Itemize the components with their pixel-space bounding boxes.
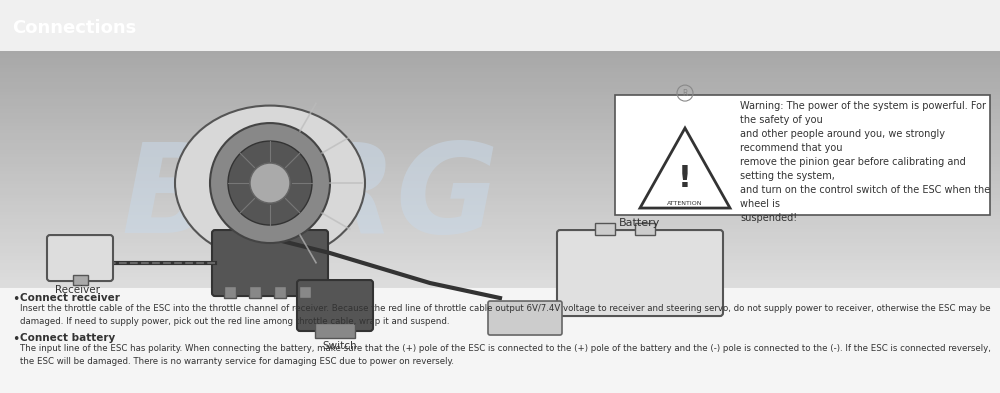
- Text: R: R: [682, 88, 688, 97]
- Bar: [615, 95, 990, 215]
- Text: BYRG: BYRG: [121, 138, 499, 259]
- Text: !: !: [678, 163, 692, 193]
- Circle shape: [250, 163, 290, 203]
- Bar: [274, 286, 286, 298]
- Text: Insert the throttle cable of the ESC into the throttle channel of receiver. Beca: Insert the throttle cable of the ESC int…: [20, 304, 991, 325]
- Text: •: •: [12, 333, 19, 346]
- Polygon shape: [640, 128, 730, 208]
- Circle shape: [210, 123, 330, 243]
- FancyBboxPatch shape: [47, 235, 113, 281]
- Text: Connections: Connections: [12, 19, 136, 37]
- FancyBboxPatch shape: [212, 230, 328, 296]
- Bar: [0, 288, 1000, 393]
- Text: The input line of the ESC has polarity. When connecting the battery, make sure t: The input line of the ESC has polarity. …: [20, 344, 991, 365]
- Text: Switch: Switch: [323, 341, 357, 351]
- Bar: [249, 286, 261, 298]
- Bar: [635, 223, 655, 235]
- FancyBboxPatch shape: [488, 301, 562, 335]
- Bar: [224, 286, 236, 298]
- Ellipse shape: [175, 106, 365, 261]
- Circle shape: [228, 141, 312, 225]
- Text: Battery: Battery: [619, 218, 661, 228]
- FancyBboxPatch shape: [297, 280, 373, 331]
- Bar: [315, 323, 355, 338]
- Bar: [73, 275, 88, 285]
- Text: Receiver: Receiver: [55, 285, 100, 295]
- Bar: [595, 223, 615, 235]
- Text: ATTENTION: ATTENTION: [667, 201, 703, 206]
- Text: Warning: The power of the system is powerful. For the safety of you
and other pe: Warning: The power of the system is powe…: [740, 101, 990, 223]
- Text: Connect battery: Connect battery: [20, 333, 115, 343]
- Text: Connect receiver: Connect receiver: [20, 293, 120, 303]
- Text: •: •: [12, 293, 19, 306]
- FancyBboxPatch shape: [557, 230, 723, 316]
- Bar: [299, 286, 311, 298]
